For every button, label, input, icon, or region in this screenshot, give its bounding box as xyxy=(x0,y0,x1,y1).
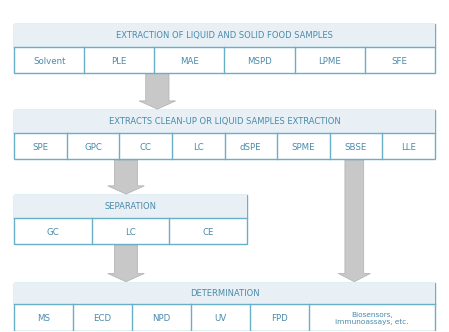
Text: ECD: ECD xyxy=(93,314,111,323)
Text: LC: LC xyxy=(125,228,136,237)
Text: FPD: FPD xyxy=(271,314,287,323)
FancyBboxPatch shape xyxy=(14,24,435,73)
FancyBboxPatch shape xyxy=(14,195,247,218)
Text: Solvent: Solvent xyxy=(33,57,66,66)
Polygon shape xyxy=(108,160,145,194)
FancyBboxPatch shape xyxy=(14,195,247,244)
FancyBboxPatch shape xyxy=(14,110,435,133)
FancyBboxPatch shape xyxy=(14,110,435,159)
Text: CC: CC xyxy=(140,143,152,152)
Text: Biosensors,
immunoassays, etc.: Biosensors, immunoassays, etc. xyxy=(335,312,409,325)
Text: MS: MS xyxy=(37,314,50,323)
Text: PLE: PLE xyxy=(112,57,127,66)
Polygon shape xyxy=(139,73,176,109)
Text: MAE: MAE xyxy=(180,57,199,66)
Text: EXTRACTS CLEAN-UP OR LIQUID SAMPLES EXTRACTION: EXTRACTS CLEAN-UP OR LIQUID SAMPLES EXTR… xyxy=(109,117,340,126)
FancyBboxPatch shape xyxy=(14,283,435,304)
Polygon shape xyxy=(108,245,145,282)
Text: SPE: SPE xyxy=(32,143,48,152)
Text: SEPARATION: SEPARATION xyxy=(105,202,157,211)
Text: LPME: LPME xyxy=(318,57,341,66)
Polygon shape xyxy=(338,160,370,282)
Text: LC: LC xyxy=(193,143,203,152)
Text: CE: CE xyxy=(202,228,214,237)
Text: GC: GC xyxy=(47,228,59,237)
Text: SFE: SFE xyxy=(392,57,408,66)
Text: SPME: SPME xyxy=(291,143,315,152)
Text: dSPE: dSPE xyxy=(240,143,262,152)
Text: GPC: GPC xyxy=(84,143,102,152)
Text: DETERMINATION: DETERMINATION xyxy=(189,289,260,298)
Text: NPD: NPD xyxy=(152,314,171,323)
Text: MSPD: MSPD xyxy=(247,57,272,66)
Text: LLE: LLE xyxy=(401,143,416,152)
FancyBboxPatch shape xyxy=(14,283,435,331)
Text: UV: UV xyxy=(214,314,226,323)
Text: SBSE: SBSE xyxy=(345,143,367,152)
Text: EXTRACTION OF LIQUID AND SOLID FOOD SAMPLES: EXTRACTION OF LIQUID AND SOLID FOOD SAMP… xyxy=(116,31,333,40)
FancyBboxPatch shape xyxy=(14,24,435,47)
